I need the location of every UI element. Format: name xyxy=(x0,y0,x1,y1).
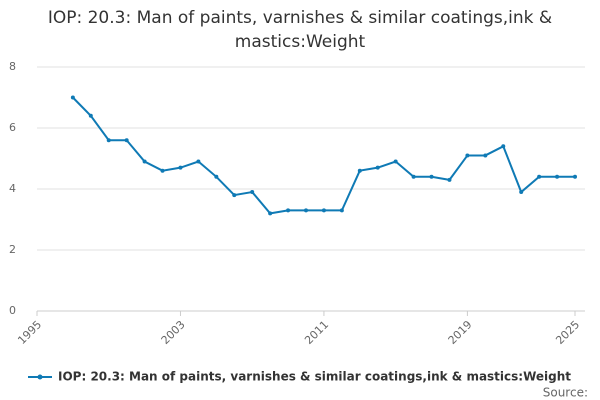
point xyxy=(268,211,273,216)
x-tick-label: 2003 xyxy=(159,318,188,347)
source: Source: xyxy=(543,386,588,400)
point xyxy=(142,159,147,164)
y-tick-label: 2 xyxy=(9,243,16,256)
x-tick-label: 2019 xyxy=(446,318,475,347)
point xyxy=(160,168,165,173)
point xyxy=(357,168,362,173)
point xyxy=(447,177,452,182)
point xyxy=(339,208,344,213)
x-tick-label: 1995 xyxy=(15,318,44,347)
x-tick-label: 2025 xyxy=(553,318,582,347)
x-tick-label: 2011 xyxy=(302,318,331,347)
point xyxy=(555,174,560,179)
point xyxy=(537,174,542,179)
point xyxy=(178,165,183,170)
point xyxy=(501,144,506,149)
point xyxy=(483,153,488,158)
point xyxy=(375,165,380,170)
point xyxy=(214,174,219,179)
point xyxy=(465,153,470,158)
legend-swatch-dot xyxy=(37,374,43,380)
point xyxy=(88,113,93,118)
point xyxy=(106,138,111,143)
y-tick-label: 4 xyxy=(9,182,16,195)
point xyxy=(286,208,291,213)
point xyxy=(519,190,524,195)
y-tick-label: 6 xyxy=(9,121,16,134)
point xyxy=(429,174,434,179)
legend-label: IOP: 20.3: Man of paints, varnishes & si… xyxy=(58,370,571,384)
point xyxy=(250,190,255,195)
y-tick-label: 0 xyxy=(9,304,16,317)
point xyxy=(304,208,308,213)
point xyxy=(573,174,577,179)
point xyxy=(321,208,326,213)
point xyxy=(70,95,75,100)
point xyxy=(124,138,129,143)
point xyxy=(393,159,398,164)
point xyxy=(232,193,237,198)
chart-title: IOP: 20.3: Man of paints, varnishes & si… xyxy=(47,8,553,52)
point xyxy=(196,159,201,164)
y-tick-label: 8 xyxy=(9,60,16,73)
point xyxy=(411,174,416,179)
series-line xyxy=(72,96,575,215)
